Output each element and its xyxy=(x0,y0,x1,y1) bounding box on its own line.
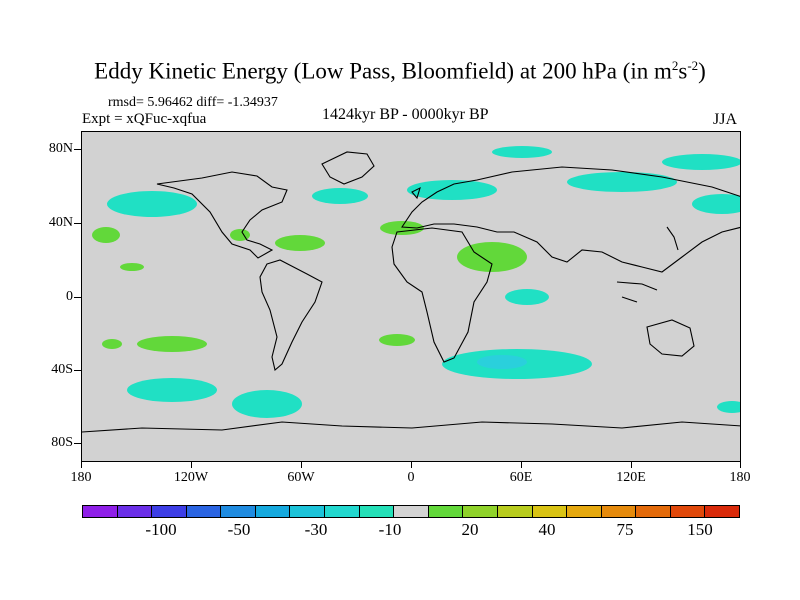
patch-pos-atlantic xyxy=(275,235,325,251)
x-label-60w: 60W xyxy=(287,470,315,485)
season-label: JJA xyxy=(713,111,738,128)
x-tick xyxy=(631,462,632,468)
colorbar-swatch xyxy=(705,506,739,517)
coast-eurasia xyxy=(401,166,740,273)
patch-europe xyxy=(407,180,497,200)
colorbar-swatch xyxy=(325,506,360,517)
coast-antarctica xyxy=(82,421,740,433)
patch-s-pacific-far xyxy=(717,401,740,413)
coastlines xyxy=(82,151,740,433)
patch-n-pacific xyxy=(107,191,197,217)
y-tick xyxy=(74,443,81,444)
coast-africa xyxy=(391,227,493,363)
experiment-label: Expt = xQFuc-xqfua xyxy=(82,111,207,127)
patch-s-indian-strong xyxy=(477,355,527,369)
patch-pos-pacific xyxy=(92,227,120,243)
plot-title: Eddy Kinetic Energy (Low Pass, Bloomfiel… xyxy=(94,58,706,84)
x-tick xyxy=(521,462,522,468)
coast-japan xyxy=(666,226,679,251)
colorbar-label: 20 xyxy=(461,520,479,539)
patch-s-pacific xyxy=(127,378,217,402)
colorbar-swatch xyxy=(152,506,187,517)
colorbar-swatch xyxy=(428,506,464,517)
x-label-120e: 120E xyxy=(616,470,646,485)
colorbar xyxy=(82,505,740,518)
patch-pos-s-pacific-2 xyxy=(102,339,122,349)
coast-britain xyxy=(411,186,421,200)
positive-anomaly-patches xyxy=(92,221,527,352)
patch-n-atlantic-west xyxy=(312,188,368,204)
colorbar-swatch xyxy=(601,506,637,517)
y-label-80s: 80S xyxy=(51,435,73,450)
colorbar-swatch xyxy=(290,506,326,517)
coast-indonesia xyxy=(616,281,658,303)
patch-siberia xyxy=(567,172,677,192)
colorbar-swatch xyxy=(221,506,256,517)
colorbar-swatch xyxy=(497,506,533,517)
x-label-120w: 120W xyxy=(173,470,209,485)
patch-indian-ocean xyxy=(505,289,549,305)
y-label-40s: 40S xyxy=(51,362,73,377)
colorbar-swatch xyxy=(394,506,429,517)
colorbar-swatch xyxy=(532,506,568,517)
y-tick xyxy=(74,370,81,371)
patch-s-pacific-east xyxy=(232,390,302,418)
coast-north-america xyxy=(156,171,288,259)
x-tick xyxy=(191,462,192,468)
patch-arctic-east xyxy=(662,154,740,170)
colorbar-swatch xyxy=(636,506,671,517)
y-label-40n: 40N xyxy=(48,215,73,230)
colorbar-label: 75 xyxy=(616,520,634,539)
colorbar-label: -50 xyxy=(227,520,251,539)
stats-text: rmsd= 5.96462 diff= -1.34937 xyxy=(108,95,278,110)
colorbar-swatch xyxy=(117,506,153,517)
coast-australia xyxy=(646,319,695,357)
patch-pos-mediterranean xyxy=(380,221,424,235)
coast-south-america xyxy=(259,259,323,372)
patch-n-pacific-east xyxy=(692,194,740,214)
patch-pos-s-atlantic xyxy=(379,334,415,346)
x-tick xyxy=(301,462,302,468)
coast-greenland xyxy=(321,151,375,185)
x-label-180w: 180 xyxy=(70,470,92,485)
colorbar-label: -30 xyxy=(304,520,328,539)
x-tick xyxy=(411,462,412,468)
x-label-180e: 180 xyxy=(729,470,751,485)
patch-pos-america xyxy=(230,229,250,241)
y-tick xyxy=(74,223,81,224)
map-svg xyxy=(82,132,740,461)
colorbar-label: -100 xyxy=(145,520,177,539)
colorbar-swatch xyxy=(670,506,706,517)
patch-pos-arabia xyxy=(457,242,527,272)
colorbar-swatch xyxy=(463,506,498,517)
x-tick xyxy=(81,462,82,468)
y-label-0: 0 xyxy=(66,289,73,304)
patch-pos-s-pacific xyxy=(137,336,207,352)
period-label: 1424kyr BP - 0000kyr BP xyxy=(322,106,489,123)
colorbar-swatch xyxy=(186,506,222,517)
x-tick xyxy=(740,462,741,468)
colorbar-swatch xyxy=(255,506,291,517)
patch-arctic xyxy=(492,146,552,158)
colorbar-swatch xyxy=(359,506,395,517)
map-panel xyxy=(81,131,741,462)
y-tick xyxy=(74,297,81,298)
colorbar-label: 40 xyxy=(538,520,556,539)
y-label-80n: 80N xyxy=(48,141,73,156)
y-tick xyxy=(74,149,81,150)
colorbar-label: 150 xyxy=(687,520,713,539)
colorbar-label: -10 xyxy=(378,520,402,539)
patch-pos-pacific-2 xyxy=(120,263,144,271)
colorbar-swatch xyxy=(83,506,118,517)
x-label-60e: 60E xyxy=(509,470,533,485)
colorbar-swatch xyxy=(567,506,602,517)
x-label-0: 0 xyxy=(407,470,415,485)
